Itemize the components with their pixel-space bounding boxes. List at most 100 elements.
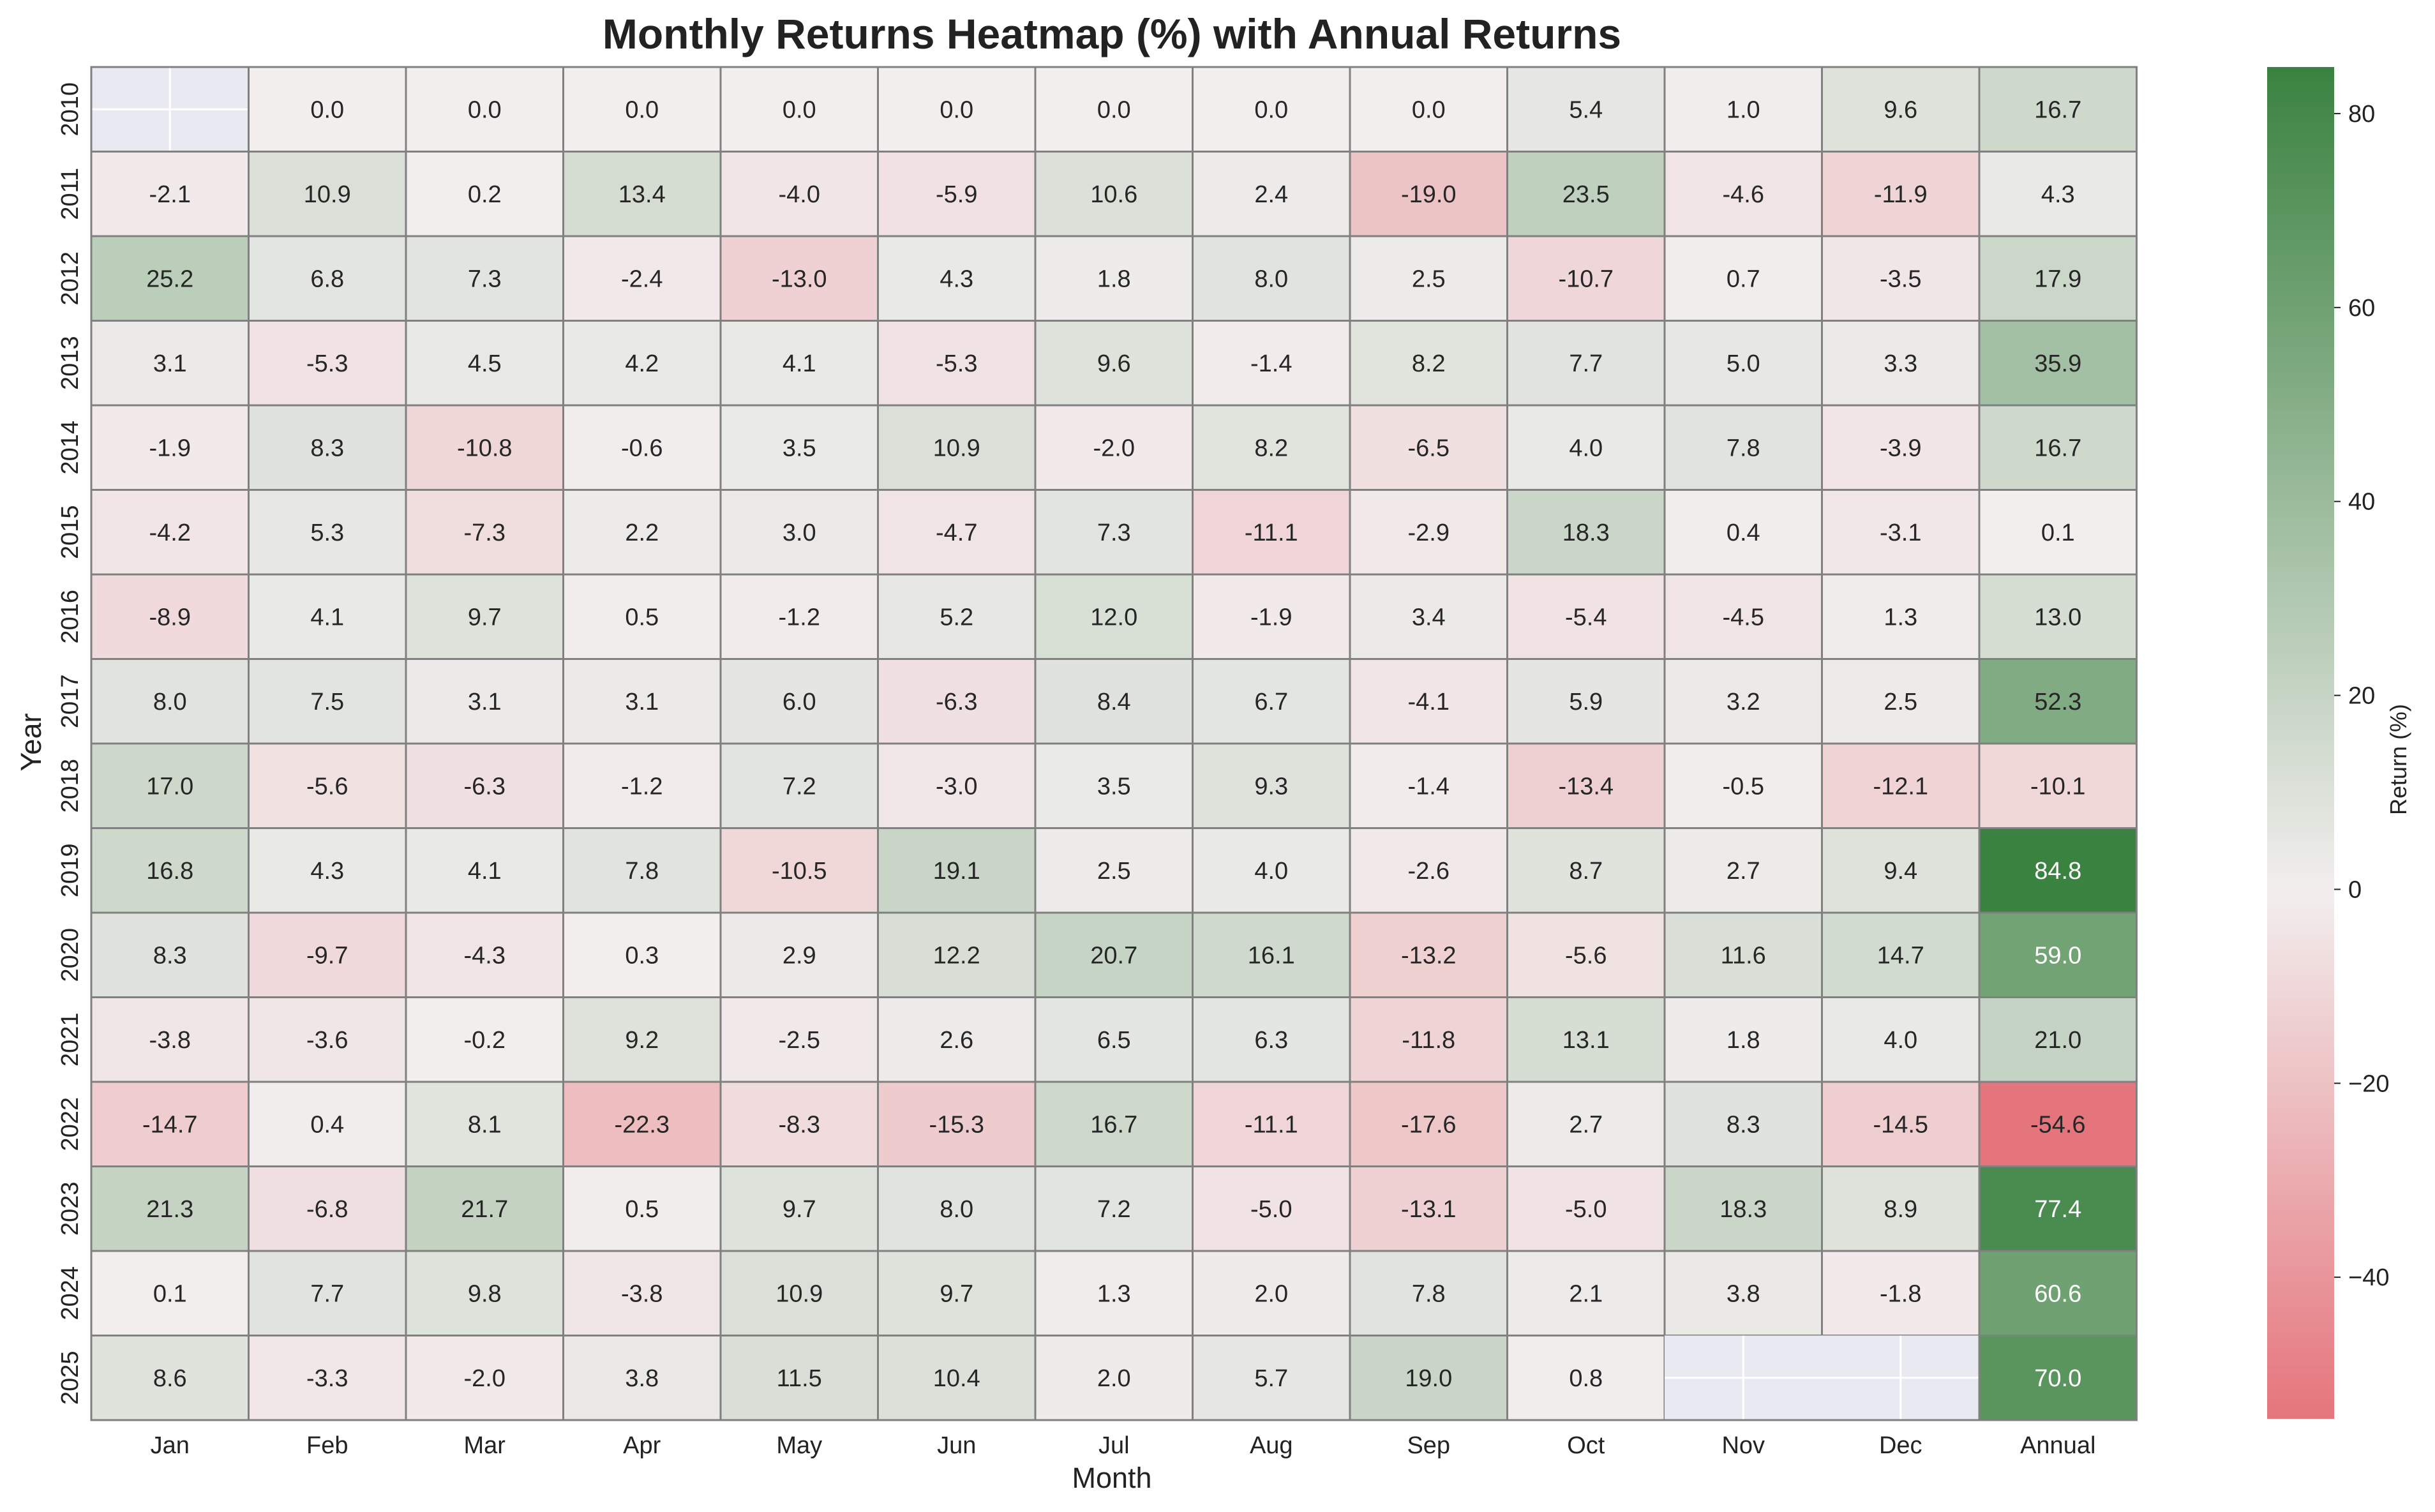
cell-value-label: 9.3 — [1254, 773, 1288, 800]
cell-value-label: -1.4 — [1408, 773, 1450, 800]
heatmap-cell — [1506, 911, 1666, 998]
cell-value-label: 21.0 — [2034, 1027, 2081, 1054]
heatmap-cell — [1506, 658, 1666, 745]
cell-value-label: -11.1 — [1245, 520, 1298, 546]
cell-value-label: 16.7 — [1090, 1111, 1137, 1138]
heatmap-cell — [90, 404, 250, 491]
heatmap-cell — [1663, 658, 1823, 745]
cell-value-label: -13.2 — [1401, 942, 1457, 969]
heatmap-cell — [90, 320, 250, 407]
heatmap-cell — [248, 66, 407, 153]
heatmap-cell — [248, 1335, 407, 1421]
cell-value-label: 12.0 — [1090, 604, 1137, 631]
cell-value-label: 10.6 — [1090, 181, 1137, 208]
heatmap-cell — [248, 1081, 407, 1167]
heatmap-cell — [405, 573, 564, 660]
colorbar-tick-label: 40 — [2348, 489, 2375, 516]
heatmap-cell — [1821, 827, 1981, 914]
x-tick-label: Mar — [464, 1432, 506, 1459]
cell-value-label: 84.8 — [2034, 858, 2081, 885]
y-tick-label: 2025 — [57, 1351, 84, 1405]
heatmap-cell — [90, 489, 250, 576]
cell-value-label: 2.7 — [1569, 1111, 1603, 1138]
cell-value-label: 4.0 — [1254, 858, 1288, 885]
heatmap-cell — [1349, 489, 1508, 576]
heatmap-cell — [405, 1081, 564, 1167]
heatmap-cell — [1663, 1250, 1823, 1336]
heatmap-cell — [1663, 996, 1823, 1083]
heatmap-cell — [1978, 235, 2138, 322]
cell-value-label: 5.4 — [1569, 96, 1603, 123]
heatmap-cell — [1506, 1081, 1666, 1167]
cell-value-label: -13.0 — [772, 266, 827, 292]
heatmap-cell — [719, 320, 879, 407]
y-tick-label: 2015 — [57, 505, 84, 559]
heatmap-cell — [1663, 489, 1823, 576]
cell-value-label: 3.4 — [1412, 604, 1446, 631]
y-axis-label: Year — [15, 714, 47, 772]
cell-value-label: 2.5 — [1412, 266, 1446, 292]
cell-value-label: 3.3 — [1884, 350, 1917, 377]
cell-value-label: 8.3 — [153, 942, 187, 969]
cell-value-label: -3.0 — [936, 773, 977, 800]
heatmap-cell — [405, 235, 564, 322]
heatmap-cell — [405, 404, 564, 491]
heatmap-cell — [1821, 1081, 1981, 1167]
cell-value-label: 3.2 — [1727, 689, 1760, 715]
cell-value-label: -5.3 — [936, 350, 977, 377]
heatmap-cell — [1349, 742, 1508, 829]
heatmap-cell — [877, 827, 1037, 914]
cell-value-label: 9.7 — [468, 604, 502, 631]
cell-value-label: 1.3 — [1097, 1280, 1131, 1307]
cell-value-label: 3.5 — [1097, 773, 1131, 800]
cell-value-label: 18.3 — [1719, 1196, 1767, 1223]
cell-value-label: -13.1 — [1401, 1196, 1457, 1223]
cell-value-label: -5.0 — [1250, 1196, 1292, 1223]
y-tick-label: 2012 — [57, 251, 84, 306]
cell-value-label: -8.3 — [779, 1111, 820, 1138]
cell-value-label: -15.3 — [929, 1111, 984, 1138]
cell-value-label: 6.7 — [1254, 689, 1288, 715]
cell-value-label: 4.3 — [940, 266, 973, 292]
cell-value-label: 8.6 — [153, 1365, 187, 1392]
heatmap-cell — [1349, 827, 1508, 914]
cell-value-label: 0.0 — [1097, 96, 1131, 123]
cell-value-label: -3.5 — [1880, 266, 1921, 292]
heatmap-cell — [562, 573, 722, 660]
cell-value-label: 0.1 — [2041, 520, 2075, 546]
heatmap-cell — [1506, 235, 1666, 322]
heatmap-frame — [90, 66, 2138, 1421]
x-tick-label: Sep — [1407, 1432, 1450, 1459]
cell-value-label: -5.6 — [306, 773, 348, 800]
cell-value-label: 12.2 — [933, 942, 980, 969]
cell-value-label: -14.5 — [1873, 1111, 1928, 1138]
heatmap-cell — [877, 658, 1037, 745]
cell-value-label: -0.2 — [464, 1027, 506, 1054]
cell-value-label: 2.2 — [625, 520, 659, 546]
heatmap-cell — [719, 1081, 879, 1167]
cell-value-label: 4.3 — [2041, 181, 2075, 208]
cell-value-label: -10.7 — [1558, 266, 1614, 292]
heatmap-cell — [1349, 573, 1508, 660]
cell-value-label: 4.1 — [468, 858, 502, 885]
x-tick-label: Annual — [2020, 1432, 2095, 1459]
cell-value-label: 0.5 — [625, 1196, 659, 1223]
cell-value-label: 2.7 — [1727, 858, 1760, 885]
cell-value-label: 2.0 — [1254, 1280, 1288, 1307]
y-tick-label: 2014 — [57, 421, 84, 475]
cell-value-label: 8.9 — [1884, 1196, 1917, 1223]
heatmap-cell — [719, 489, 879, 576]
heatmap-cell — [719, 996, 879, 1083]
heatmap-cell — [877, 742, 1037, 829]
cell-value-label: 0.0 — [625, 96, 659, 123]
cell-value-label: 3.1 — [468, 689, 502, 715]
cell-value-label: -2.0 — [464, 1365, 506, 1392]
heatmap-cell — [1506, 1165, 1666, 1252]
heatmap-cell — [1349, 911, 1508, 998]
cell-value-label: 0.5 — [625, 604, 659, 631]
heatmap-cell — [248, 1165, 407, 1252]
cell-value-label: 5.2 — [940, 604, 973, 631]
y-tick-label: 2010 — [57, 82, 84, 137]
cell-value-label: 8.2 — [1412, 350, 1446, 377]
